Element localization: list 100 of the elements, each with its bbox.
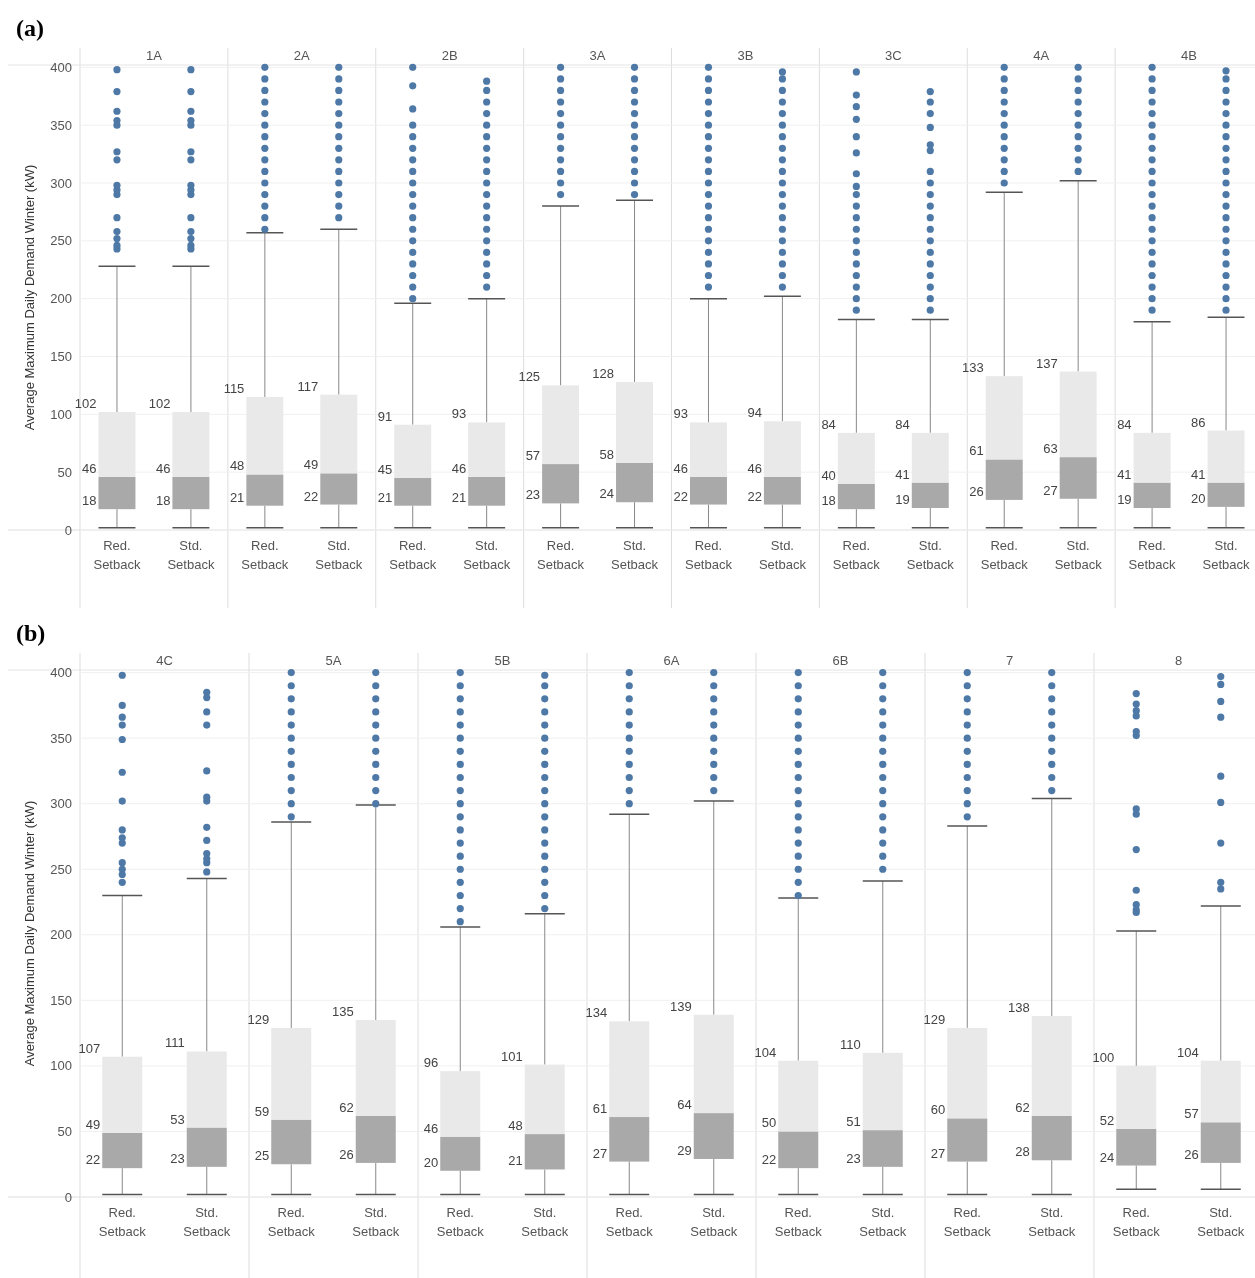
x-tick-label: Red. Setback	[980, 538, 1029, 572]
annotation: 29	[677, 1142, 692, 1158]
annotation: 125	[518, 369, 541, 385]
annotation: 25	[254, 1148, 270, 1164]
annotation: 46	[451, 460, 467, 476]
annotation: 137	[1035, 355, 1058, 371]
annotation: 139	[670, 998, 692, 1014]
x-tick-label: Std. Setback	[521, 1205, 569, 1239]
annotation: 57	[1184, 1106, 1199, 1122]
annotation: 24	[1099, 1149, 1115, 1165]
y-tick-label: 100	[50, 1058, 72, 1074]
annotation: 84	[1117, 416, 1132, 432]
chart-title: 2A	[293, 48, 311, 63]
x-tick-label: Red. Setback	[832, 538, 881, 572]
annotation: 27	[592, 1145, 608, 1161]
y-axis-title: Average Maximum Daily Demand Winter (kW)	[22, 164, 37, 431]
annotation: 18	[155, 493, 171, 509]
annotation: 46	[747, 460, 762, 476]
annotation: 84	[895, 416, 910, 432]
annotation: 24	[599, 486, 615, 502]
y-tick-label: 400	[50, 665, 72, 681]
y-tick-label: 50	[57, 1124, 72, 1139]
y-tick-label: 300	[50, 175, 72, 191]
x-tick-label: Red. Setback	[605, 1205, 654, 1239]
y-tick-label: 350	[50, 730, 72, 746]
y-tick-label: 150	[50, 349, 72, 365]
annotation: 60	[930, 1102, 946, 1118]
text: (a)	[16, 15, 44, 41]
annotation: 93	[451, 406, 467, 422]
y-tick-label: 0	[64, 522, 72, 538]
annotation: 61	[592, 1101, 608, 1117]
y-tick-label: 400	[50, 59, 72, 75]
x-tick-label: Red. Setback	[241, 538, 289, 572]
annotation: 40	[821, 467, 836, 483]
annotation: 26	[339, 1146, 354, 1162]
x-tick-label: Std. Setback	[1054, 538, 1103, 572]
annotation: 104	[754, 1044, 777, 1060]
chart-title: 8	[1174, 653, 1183, 668]
y-tick-label: 250	[50, 233, 72, 249]
chart-title: 3C	[885, 48, 902, 63]
annotation: 49	[85, 1116, 101, 1132]
annotation: 46	[673, 460, 688, 476]
y-axis-title: Average Maximum Daily Demand Winter (kW)	[22, 800, 37, 1067]
y-tick-label: 350	[50, 117, 72, 133]
y-tick-label: 200	[50, 291, 72, 307]
annotation: 22	[761, 1152, 777, 1168]
annotation: 21	[229, 489, 245, 505]
annotation: 27	[1043, 482, 1058, 498]
annotation: 58	[599, 446, 615, 462]
annotation: 110	[840, 1036, 861, 1052]
chart-title: 6A	[663, 653, 680, 668]
annotation: 135	[332, 1004, 354, 1020]
annotation: 51	[846, 1114, 861, 1130]
annotation: 46	[423, 1120, 439, 1136]
y-tick-label: 300	[50, 796, 72, 812]
annotation: 20	[423, 1154, 439, 1170]
chart-title: 1A	[145, 48, 163, 63]
annotation: 28	[1015, 1144, 1030, 1160]
annotation: 21	[508, 1153, 523, 1169]
annotation: 20	[1191, 490, 1206, 506]
x-tick-label: Std. Setback	[1202, 538, 1251, 572]
annotation: 50	[761, 1115, 777, 1131]
annotation: 48	[508, 1118, 523, 1134]
annotation: 62	[1015, 1099, 1030, 1115]
annotation: 91	[377, 408, 393, 424]
annotation: 46	[82, 460, 97, 476]
annotation: 18	[82, 493, 97, 509]
chart-title: 3B	[737, 48, 754, 63]
x-tick-label: Std. Setback	[611, 538, 659, 572]
x-tick-label: Std. Setback	[463, 538, 511, 572]
x-tick-label: Std. Setback	[906, 538, 955, 572]
y-tick-label: 100	[50, 406, 72, 422]
text: (b)	[16, 620, 46, 646]
x-tick-label: Red. Setback	[267, 1205, 316, 1239]
annotation: 21	[377, 489, 393, 505]
annotation: 107	[78, 1040, 101, 1056]
x-tick-label: Std. Setback	[859, 1205, 907, 1239]
annotation: 61	[969, 443, 984, 459]
annotation: 100	[1092, 1049, 1115, 1065]
annotation: 62	[339, 1099, 354, 1115]
y-tick-label: 0	[64, 1189, 72, 1205]
x-tick-label: Std. Setback	[1197, 1205, 1245, 1239]
chart-title: 2B	[441, 48, 458, 63]
y-tick-label: 150	[50, 992, 72, 1008]
chart-title: 4A	[1033, 48, 1050, 63]
annotation: 27	[930, 1145, 946, 1161]
annotation: 64	[677, 1097, 692, 1113]
annotation: 46	[155, 460, 171, 476]
annotation: 49	[303, 457, 319, 473]
x-tick-label: Std. Setback	[758, 538, 807, 572]
chart-title: 5A	[325, 653, 342, 668]
annotation: 59	[254, 1103, 270, 1119]
x-tick-label: Red. Setback	[93, 538, 141, 572]
chart-title: 4B	[1181, 48, 1198, 63]
annotation: 53	[170, 1111, 185, 1127]
x-tick-label: Std. Setback	[690, 1205, 738, 1239]
x-tick-label: Std. Setback	[167, 538, 215, 572]
annotation: 96	[423, 1055, 439, 1071]
y-tick-label: 50	[57, 464, 72, 480]
annotation: 115	[223, 380, 245, 396]
